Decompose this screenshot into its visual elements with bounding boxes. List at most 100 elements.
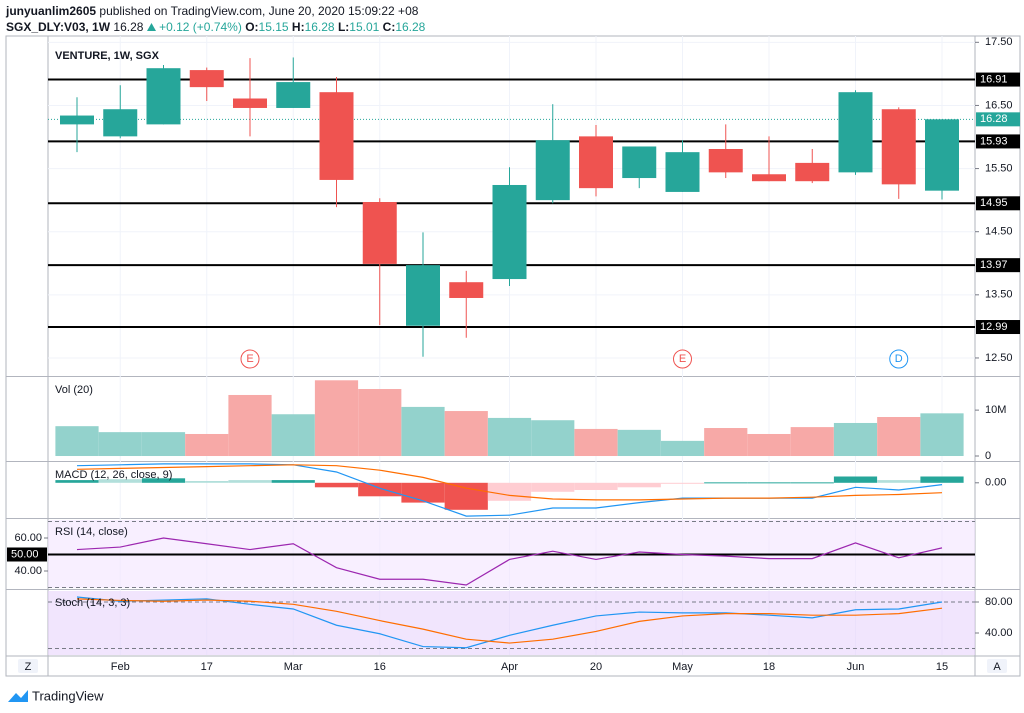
pane-title: Stoch (14, 3, 3) (55, 597, 130, 609)
level-tag (976, 134, 1020, 149)
volume-bar (98, 432, 142, 457)
histogram-bar (617, 482, 661, 488)
up-arrow (146, 23, 156, 31)
x-tick-label: May (672, 661, 693, 673)
event-label: E (246, 353, 253, 365)
x-tick-label: Jun (847, 661, 865, 673)
pane-title: VENTURE, 1W, SGX (55, 50, 160, 62)
level-tag (976, 258, 1020, 273)
event-marker (673, 349, 692, 369)
event-label: D (895, 353, 903, 365)
l-label: L: (337, 20, 350, 34)
high: 16.28 (304, 20, 335, 34)
candle-body (103, 109, 138, 137)
x-tick-label: 15 (936, 661, 948, 673)
volume-bar (141, 432, 186, 457)
symbol: SGX_DLY:V03, 1W (6, 20, 111, 34)
x-tick-label: Mar (284, 661, 303, 673)
volume-bar (704, 428, 748, 457)
candle-body (146, 68, 181, 125)
level-tag (976, 72, 1020, 87)
volume-bar (790, 427, 834, 457)
volume-bar (877, 417, 921, 457)
level-label: 14.95 (980, 197, 1008, 209)
histogram-bar (877, 480, 921, 483)
volume-bar (920, 413, 964, 457)
series-line (76, 537, 943, 586)
histogram-bar (660, 482, 705, 484)
level-tag (7, 547, 47, 562)
histogram-bar (833, 476, 878, 483)
volume-bar (531, 420, 575, 457)
x-tick-label: 17 (201, 661, 213, 673)
candle-body (492, 184, 527, 280)
z-button[interactable] (18, 659, 38, 673)
candle-body (406, 265, 440, 326)
candle-body (752, 174, 786, 182)
volume-bar (660, 440, 705, 457)
z-label[interactable]: Z (25, 661, 32, 673)
y-tick-label: 13.50 (985, 289, 1013, 301)
y-tick-label: 12.50 (985, 352, 1013, 364)
candle-body (362, 202, 397, 264)
published: published on TradingView.com, June 20, 2… (99, 4, 419, 18)
a-button[interactable] (987, 659, 1007, 673)
histogram-bar (920, 476, 964, 483)
publish-line: junyuanlim2605 published on TradingView.… (6, 4, 418, 18)
volume-bar (833, 422, 878, 457)
candle-body (60, 115, 94, 125)
candle-body (708, 149, 743, 173)
event-marker (889, 349, 909, 369)
volume-bar (55, 426, 99, 457)
pane-title: RSI (14, close) (55, 526, 128, 538)
histogram-bar (271, 480, 315, 483)
histogram-bar (98, 479, 142, 483)
histogram-bar (444, 482, 488, 510)
volume-bar (487, 417, 532, 457)
y-tick-label: 15.50 (985, 162, 1013, 174)
series-line (76, 598, 943, 644)
candle-body (319, 92, 354, 180)
y-tick-label: 10M (985, 404, 1006, 416)
x-tick-label: 16 (374, 661, 386, 673)
candle-body (881, 109, 916, 185)
histogram-bar (141, 478, 186, 483)
candle-body (579, 136, 613, 189)
y-tick-label: 16.50 (985, 99, 1013, 111)
volume-bar (617, 429, 661, 457)
candle-body (276, 82, 311, 108)
last-price-label: 16.28 (980, 113, 1008, 125)
volume-bar (228, 394, 272, 457)
level-label: 16.91 (980, 73, 1008, 85)
h-label: H: (291, 20, 305, 34)
tradingview-logo (8, 690, 28, 702)
a-label[interactable]: A (993, 661, 1001, 673)
candle-body (838, 92, 873, 173)
last-price-tag (976, 112, 1020, 127)
x-tick-label: 18 (763, 661, 775, 673)
price: 16.28 (113, 20, 144, 34)
x-tick-label: Apr (501, 661, 518, 673)
volume-bar (185, 433, 229, 457)
y-tick-label: 17.50 (985, 36, 1013, 48)
candle-body (189, 70, 224, 88)
histogram-bar (487, 482, 532, 501)
histogram-bar (401, 482, 445, 503)
histogram-bar (185, 481, 229, 483)
histogram-bar (55, 480, 99, 483)
x-tick-label: Feb (111, 661, 130, 673)
volume-bar (574, 428, 618, 457)
volume-bar (401, 406, 445, 457)
volume-bar (358, 389, 402, 457)
histogram-bar (228, 480, 272, 483)
level-tag (976, 196, 1020, 211)
candle-body (535, 140, 570, 201)
low: 15.01 (349, 20, 380, 34)
y-tick-label: 14.50 (985, 226, 1013, 238)
candle-body (925, 119, 959, 191)
level-label: 50.00 (11, 548, 39, 560)
series-line (76, 464, 943, 501)
pane-title: Vol (20) (55, 384, 93, 396)
